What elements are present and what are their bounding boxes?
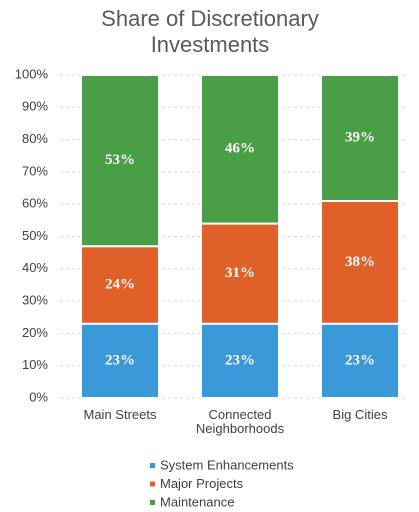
- legend-swatch: [150, 481, 155, 487]
- bar-segment: [200, 74, 280, 225]
- data-label: 31%: [225, 265, 255, 281]
- y-tick-label: 20%: [22, 325, 48, 340]
- data-label: 53%: [105, 152, 135, 168]
- bar-segment: [320, 322, 400, 399]
- y-tick-label: 30%: [22, 293, 48, 308]
- data-label: 23%: [345, 352, 375, 368]
- bar-segment: [80, 74, 160, 248]
- x-tick-label: Main Streets: [83, 407, 157, 422]
- x-tick-label: Connected Neighborhoods: [195, 407, 285, 436]
- data-label: 23%: [105, 352, 135, 368]
- bar-segment: [80, 245, 160, 325]
- y-tick-label: 0%: [29, 389, 48, 404]
- y-tick-label: 80%: [22, 131, 48, 146]
- legend-label: Major Projects: [160, 476, 244, 491]
- bar-segment: [320, 199, 400, 325]
- data-label: 39%: [345, 129, 375, 145]
- legend-label: Maintenance: [160, 494, 234, 509]
- data-label: 24%: [105, 276, 135, 292]
- y-tick-label: 90%: [22, 99, 48, 114]
- legend-swatch: [150, 500, 155, 505]
- legend-swatch: [150, 463, 155, 468]
- y-tick-label: 40%: [22, 260, 48, 275]
- chart-title: Share of Discretionary Investments: [101, 6, 319, 57]
- bar-segment: [80, 322, 160, 399]
- bar-segment: [200, 222, 280, 325]
- y-tick-label: 100%: [15, 66, 49, 81]
- y-tick-label: 60%: [22, 196, 48, 211]
- y-tick-label: 50%: [22, 228, 48, 243]
- x-tick-label: Big Cities: [332, 407, 388, 422]
- data-label: 38%: [345, 254, 375, 270]
- legend-label: System Enhancements: [160, 457, 294, 472]
- data-label: 23%: [225, 352, 255, 368]
- y-tick-label: 70%: [22, 163, 48, 178]
- data-label: 46%: [225, 141, 255, 157]
- y-tick-label: 10%: [22, 357, 48, 372]
- bar-segment: [320, 74, 400, 202]
